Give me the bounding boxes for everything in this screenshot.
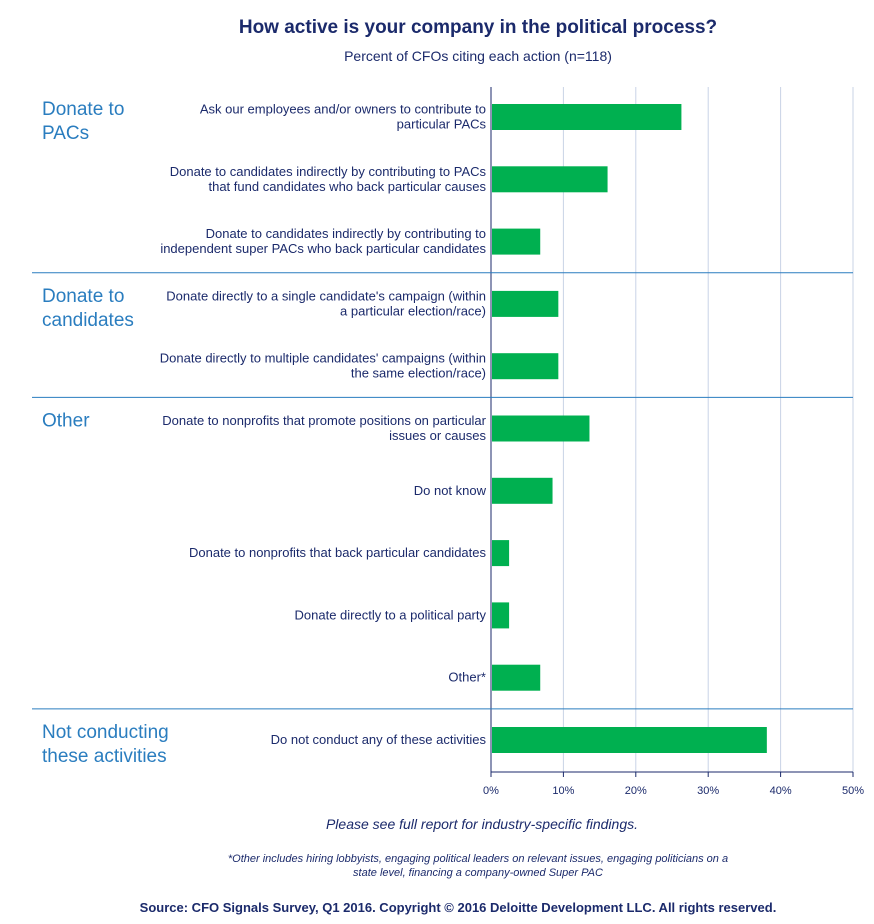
group-label-line: Other	[42, 411, 90, 432]
x-tick-label: 20%	[625, 785, 647, 797]
category-label: Donate directly to a single candidate's …	[166, 288, 486, 318]
chart-title: How active is your company in the politi…	[239, 17, 717, 38]
category-label: Donate to candidates indirectly by contr…	[170, 164, 487, 194]
group-label-line: Not conducting	[42, 722, 169, 743]
bar	[492, 166, 608, 193]
bar	[492, 540, 510, 567]
category-label-line: Donate to candidates indirectly by contr…	[206, 226, 486, 241]
bar	[492, 602, 510, 629]
group-label: Donate to candidates	[42, 286, 134, 331]
category-label-line: issues or causes	[389, 428, 486, 443]
group-label: Other	[42, 411, 90, 432]
x-tick-label: 0%	[483, 785, 499, 797]
bar	[492, 228, 541, 255]
footnote-line: *Other includes hiring lobbyists, engagi…	[228, 853, 728, 865]
category-label-line: Do not conduct any of these activities	[271, 732, 487, 747]
x-tick-label: 50%	[842, 785, 864, 797]
category-label-line: Do not know	[414, 483, 487, 498]
category-label-line: Donate directly to a political party	[295, 607, 487, 622]
x-tick-label: 40%	[770, 785, 792, 797]
bar	[492, 664, 541, 691]
x-tick-label: 10%	[552, 785, 574, 797]
group-label-line: Donate to	[42, 99, 124, 120]
category-label: Other*	[448, 670, 486, 685]
group-label-line: candidates	[42, 310, 134, 331]
chart-subtitle: Percent of CFOs citing each action (n=11…	[344, 48, 612, 64]
group-label-line: PACs	[42, 123, 89, 144]
x-tick-label: 30%	[697, 785, 719, 797]
category-label-line: independent super PACs who back particul…	[160, 241, 486, 256]
category-label-line: Donate directly to a single candidate's …	[166, 288, 486, 303]
group-label: Not conducting these activities	[42, 722, 169, 767]
category-label: Donate to candidates indirectly by contr…	[160, 226, 486, 256]
category-label: Ask our employees and/or owners to contr…	[200, 102, 487, 132]
category-label-line: a particular election/race)	[340, 303, 486, 318]
bar	[492, 290, 559, 317]
bar	[492, 477, 553, 504]
bar	[492, 415, 590, 442]
group-label-line: Donate to	[42, 286, 124, 307]
category-label-line: Donate to candidates indirectly by contr…	[170, 164, 487, 179]
category-label: Donate to nonprofits that back particula…	[189, 545, 487, 560]
category-label-line: Ask our employees and/or owners to contr…	[200, 102, 486, 117]
category-label-line: the same election/race)	[351, 366, 486, 381]
chart-note: Please see full report for industry-spec…	[326, 816, 638, 832]
category-label: Donate directly to a political party	[295, 607, 487, 622]
group-label-line: these activities	[42, 746, 167, 767]
bar	[492, 727, 767, 753]
category-label-line: Donate to nonprofits that back particula…	[189, 545, 487, 560]
category-label-line: Donate directly to multiple candidates' …	[160, 351, 486, 366]
category-label: Donate to nonprofits that promote positi…	[162, 413, 486, 443]
footnote-line: state level, financing a company-owned S…	[353, 867, 603, 879]
category-label-line: particular PACs	[397, 117, 487, 132]
category-label-line: Donate to nonprofits that promote positi…	[162, 413, 486, 428]
bar	[492, 104, 682, 130]
category-label-line: that fund candidates who back particular…	[208, 179, 486, 194]
category-label-line: Other*	[448, 670, 486, 685]
source-text: Source: CFO Signals Survey, Q1 2016. Cop…	[140, 900, 777, 915]
group-label: Donate to PACs	[42, 99, 124, 144]
bar	[492, 353, 559, 380]
category-label: Do not conduct any of these activities	[271, 732, 487, 747]
category-label: Do not know	[414, 483, 487, 498]
category-label: Donate directly to multiple candidates' …	[160, 351, 486, 381]
